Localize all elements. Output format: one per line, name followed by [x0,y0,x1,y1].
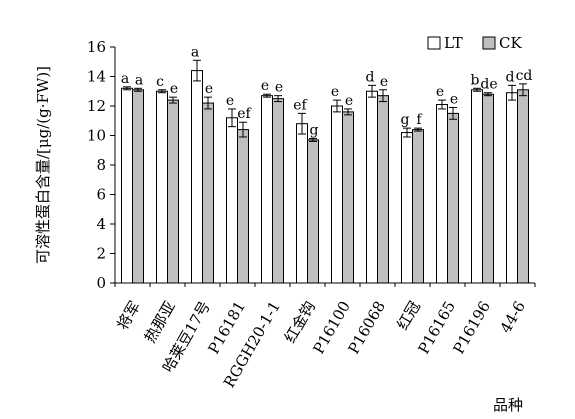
significance-label-ck: a [135,72,143,88]
y-axis-title: 可溶性蛋白含量/[μg/(g·FW)] [34,66,52,264]
significance-label-lt: e [331,84,339,100]
significance-label-ck: e [170,81,178,97]
bar-ck [412,129,424,284]
bar-lt [401,132,413,284]
category-label: 红冠 [393,298,424,333]
significance-label-lt: ef [293,97,308,113]
significance-label-ck: e [450,91,458,107]
significance-label-lt: a [191,44,199,60]
y-tick-label: 8 [96,156,106,174]
bar-lt [156,90,168,284]
significance-label-ck: cd [516,68,533,84]
legend-swatch-ck [482,36,496,50]
significance-label-lt: g [401,112,410,128]
x-axis [114,282,536,287]
bar-ck [167,99,179,284]
bar-ck [342,111,354,284]
significance-label-ck: e [205,81,213,97]
category-label: 热那亚 [141,298,179,346]
category-label: 44-6 [497,298,529,336]
bar-ck [307,139,319,284]
bar-ck [202,102,214,284]
significance-label-lt: d [366,69,375,85]
bar-ck [447,112,459,284]
bar-lt [331,105,343,284]
significance-label-ck: f [416,112,423,128]
category-labels: 将军热那亚哈莱豆17号P16181RGGH20-1-1红金钩P16100P160… [113,298,529,391]
bar-lt [436,104,448,284]
y-tick-label: 12 [87,97,106,115]
significance-label-lt: b [471,72,480,88]
legend-label-lt: LT [444,34,463,52]
bar-lt [296,123,308,284]
y-tick-label: 4 [96,215,106,233]
significance-label-ck: e [275,80,283,96]
significance-label-lt: e [261,78,269,94]
y-tick-label: 6 [96,186,106,204]
category-label: 红金钩 [281,298,319,346]
significance-label-ck: e [380,74,388,90]
y-tick-label: 0 [96,274,106,292]
significance-label-lt: e [226,93,234,109]
bar-lt [471,89,483,284]
significance-label-ck: g [310,122,319,138]
bar-lt [261,95,273,284]
bar-ck [132,89,144,284]
y-tick-label: 2 [96,245,106,263]
legend: LT CK [427,34,522,52]
bar-ck [377,95,389,284]
y-axis: 0 2 4 6 8 10 12 14 16 [87,38,116,292]
bar-ck [272,98,284,284]
x-axis-title: 品种 [493,396,523,414]
significance-label-lt: e [436,84,444,100]
y-tick-label: 16 [87,38,106,56]
legend-label-ck: CK [499,34,522,52]
significance-label-lt: d [506,69,515,85]
bar-ck [482,93,494,284]
bar-ck [517,89,529,284]
bars [121,59,529,284]
bar-lt [506,92,518,284]
bar-lt [191,70,203,284]
y-tick-label: 14 [87,68,106,86]
bar-lt [366,90,378,284]
bar-lt [226,117,238,284]
significance-label-ck: e [345,93,353,109]
significance-label-lt: a [121,71,129,87]
category-label: 将军 [113,298,144,333]
significance-label-ck: ef [237,106,252,122]
significance-label-ck: de [480,77,497,93]
significance-label-lt: c [156,74,164,90]
bar-lt [121,87,133,284]
y-tick-label: 10 [87,127,106,145]
legend-swatch-lt [427,36,441,50]
bar-ck [237,129,249,284]
